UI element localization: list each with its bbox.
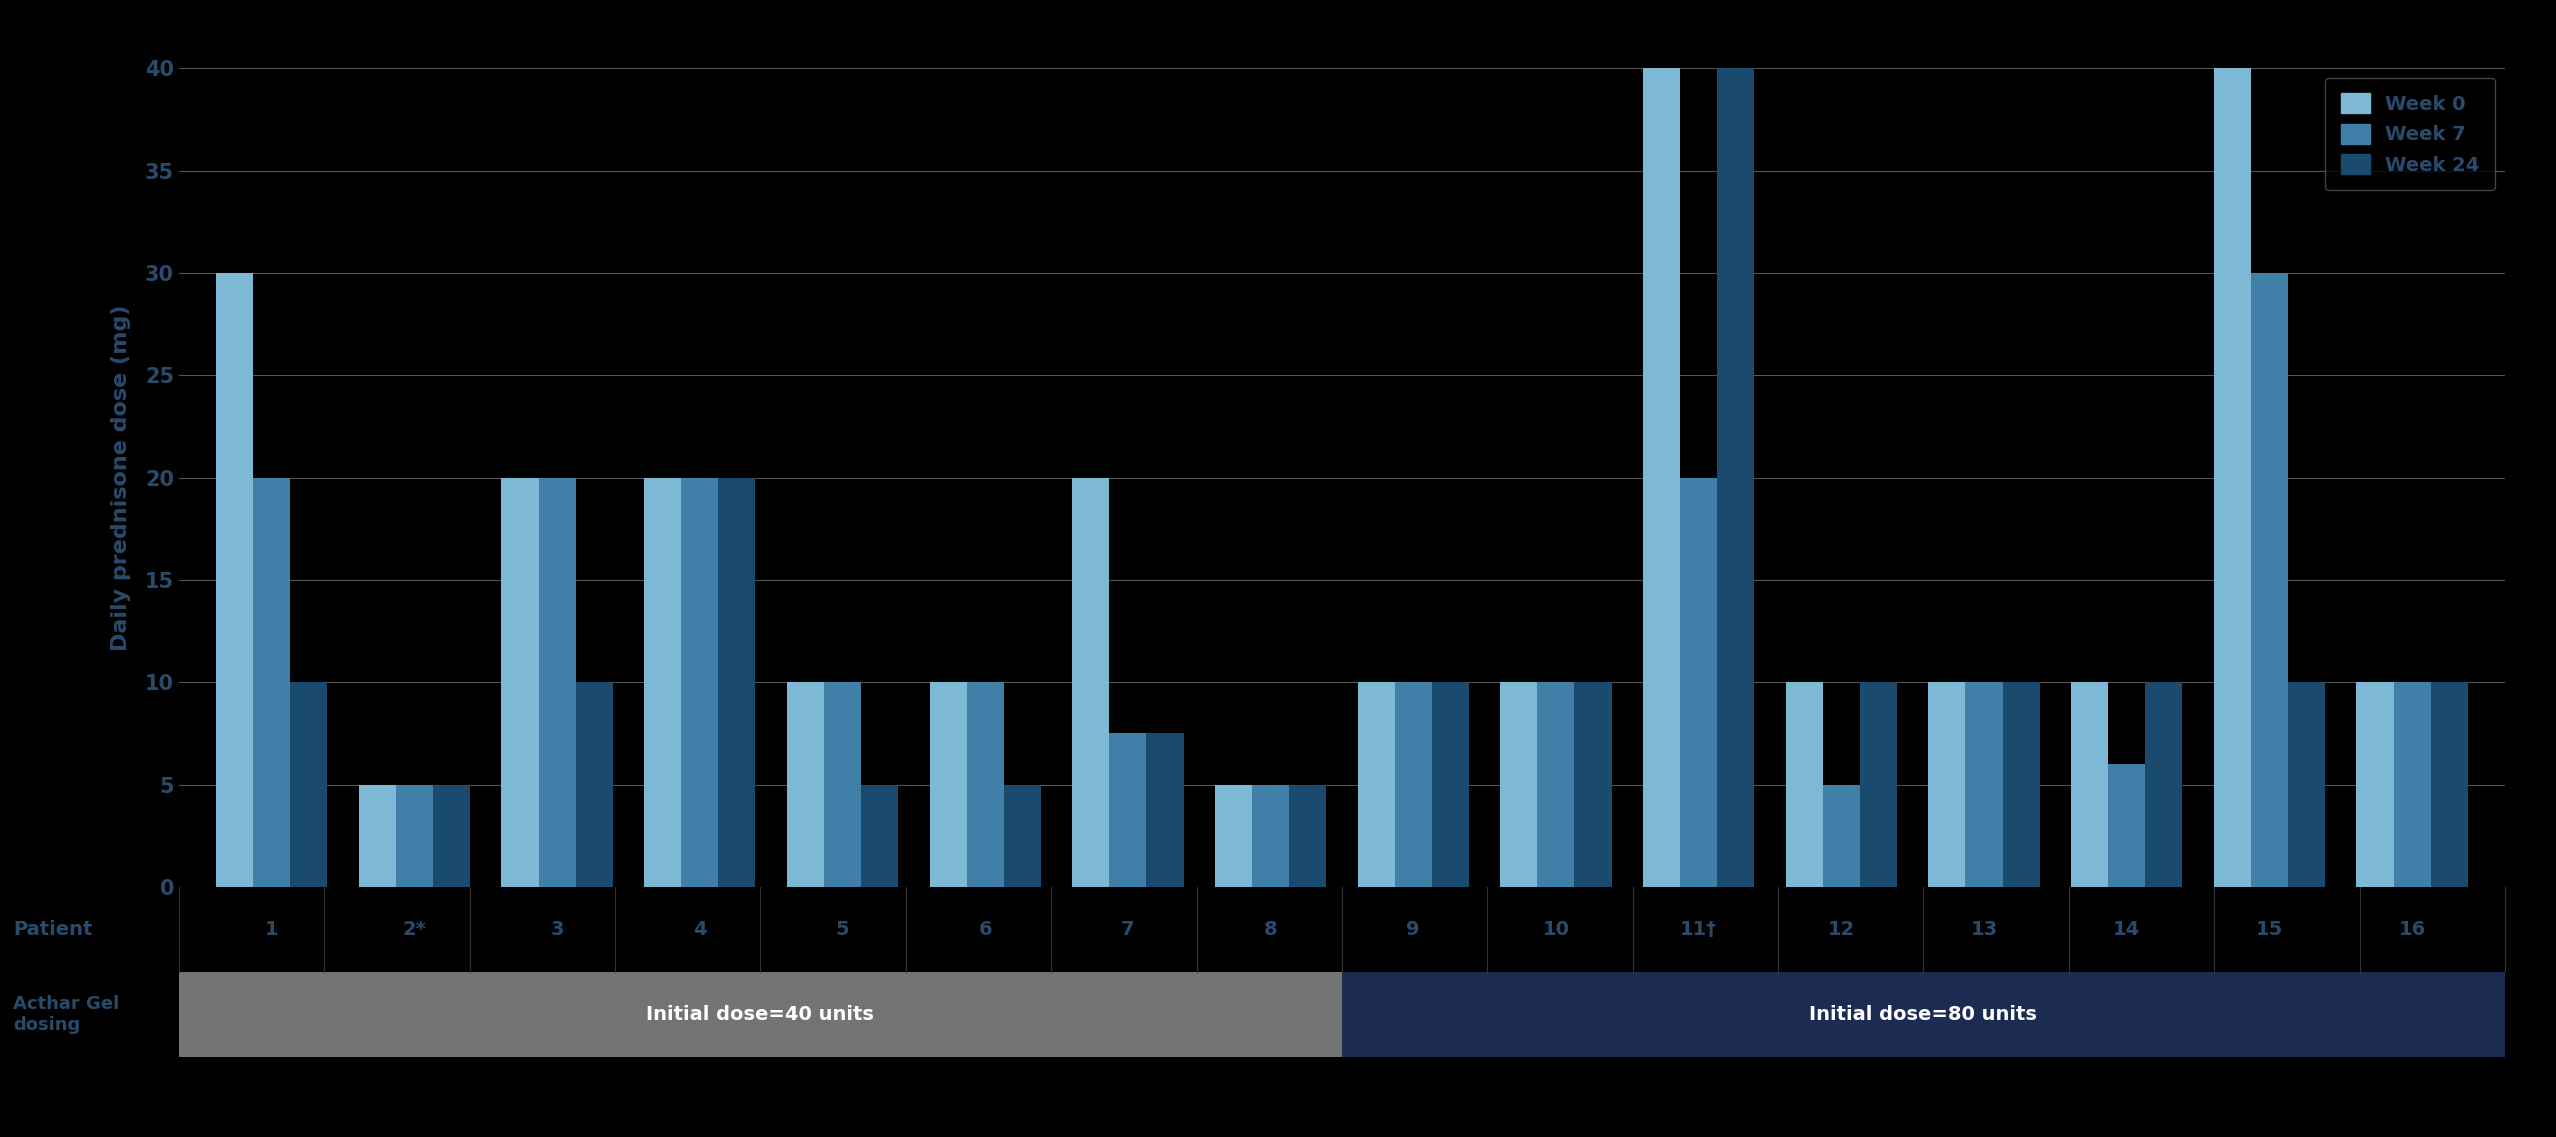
Text: 1: 1: [266, 920, 279, 939]
Bar: [1148, 733, 1183, 887]
Bar: [2357, 682, 2392, 887]
Bar: [2288, 682, 2326, 887]
Text: 15: 15: [2257, 920, 2283, 939]
Bar: [1214, 785, 1252, 887]
Bar: [718, 478, 757, 887]
Text: Initial dose=80 units: Initial dose=80 units: [1810, 1005, 2037, 1024]
Bar: [1574, 682, 1613, 887]
Text: 7: 7: [1122, 920, 1135, 939]
Bar: [501, 478, 539, 887]
Bar: [930, 682, 966, 887]
Bar: [1396, 682, 1431, 887]
Legend: Week 0, Week 7, Week 24: Week 0, Week 7, Week 24: [2326, 78, 2495, 190]
Bar: [1536, 682, 1574, 887]
Bar: [682, 478, 718, 887]
Bar: [575, 682, 613, 887]
Bar: [291, 682, 327, 887]
Bar: [1644, 68, 1679, 887]
Text: 8: 8: [1263, 920, 1278, 939]
Text: 14: 14: [2114, 920, 2139, 939]
Bar: [1679, 478, 1718, 887]
Bar: [861, 785, 897, 887]
Text: 12: 12: [1828, 920, 1856, 939]
Text: 5: 5: [836, 920, 849, 939]
Bar: [539, 478, 575, 887]
Bar: [358, 785, 396, 887]
Bar: [1861, 682, 1897, 887]
Bar: [253, 478, 291, 887]
Bar: [1822, 785, 1861, 887]
Text: 6: 6: [979, 920, 992, 939]
Bar: [1005, 785, 1040, 887]
Bar: [2001, 682, 2040, 887]
Text: 4: 4: [693, 920, 705, 939]
Text: Initial dose=40 units: Initial dose=40 units: [647, 1005, 874, 1024]
Bar: [1966, 682, 2001, 887]
Bar: [1071, 478, 1109, 887]
Bar: [787, 682, 823, 887]
Text: Acthar Gel
dosing: Acthar Gel dosing: [13, 995, 120, 1035]
Text: 10: 10: [1541, 920, 1569, 939]
Text: 16: 16: [2398, 920, 2426, 939]
Bar: [1431, 682, 1470, 887]
Bar: [1927, 682, 1966, 887]
Bar: [644, 478, 682, 887]
Text: Patient: Patient: [13, 920, 92, 939]
Y-axis label: Daily prednisone dose (mg): Daily prednisone dose (mg): [110, 305, 130, 650]
Bar: [966, 682, 1005, 887]
Bar: [1288, 785, 1327, 887]
Bar: [2070, 682, 2109, 887]
Bar: [217, 273, 253, 887]
Bar: [2392, 682, 2431, 887]
Bar: [2252, 273, 2288, 887]
Text: 13: 13: [1971, 920, 1999, 939]
Bar: [2109, 764, 2144, 887]
Bar: [396, 785, 432, 887]
Bar: [2431, 682, 2467, 887]
Text: 3: 3: [550, 920, 565, 939]
Bar: [1718, 68, 1753, 887]
Text: 9: 9: [1406, 920, 1421, 939]
Bar: [1500, 682, 1536, 887]
Bar: [1109, 733, 1148, 887]
Bar: [1357, 682, 1396, 887]
Bar: [2213, 68, 2252, 887]
Bar: [2144, 682, 2183, 887]
Bar: [1787, 682, 1822, 887]
Bar: [432, 785, 470, 887]
Text: 2*: 2*: [401, 920, 427, 939]
Bar: [823, 682, 861, 887]
Bar: [1252, 785, 1288, 887]
Text: 11†: 11†: [1679, 920, 1718, 939]
